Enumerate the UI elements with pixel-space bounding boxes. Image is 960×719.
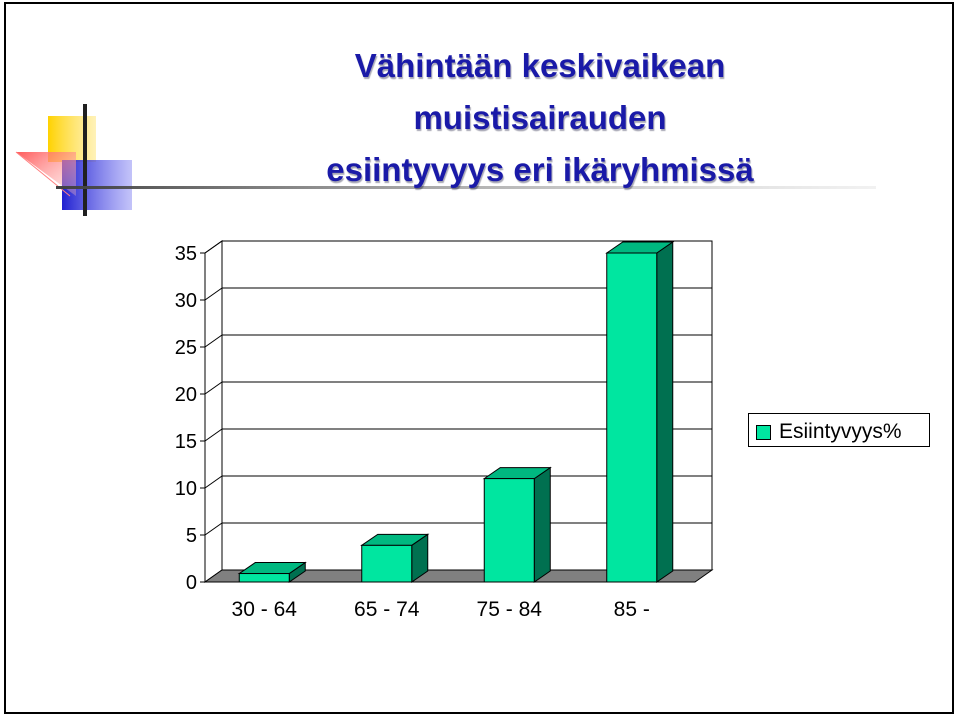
y-tick-label: 5 bbox=[186, 525, 197, 547]
y-tick-label: 30 bbox=[175, 290, 197, 312]
gridline-side bbox=[204, 428, 223, 442]
gridline-side bbox=[204, 240, 223, 254]
bar-side bbox=[533, 466, 551, 583]
gridline-side bbox=[204, 381, 223, 395]
title-line: muistisairauden bbox=[413, 99, 667, 136]
gridline-side bbox=[204, 287, 223, 301]
title-line: Vähintään keskivaikean bbox=[354, 47, 726, 84]
y-tick-label: 35 bbox=[175, 243, 197, 265]
bar bbox=[361, 544, 413, 583]
title-line: esiintyvyys eri ikäryhmissä bbox=[326, 151, 754, 188]
gridline-side bbox=[204, 522, 223, 536]
x-tick-label: 30 - 64 bbox=[232, 598, 298, 621]
bar bbox=[606, 252, 658, 583]
y-tick-label: 20 bbox=[175, 384, 197, 406]
chart-legend: Esiintyvyys% bbox=[748, 413, 930, 447]
legend-label: Esiintyvyys% bbox=[779, 420, 902, 443]
bar bbox=[238, 573, 290, 583]
bar-side bbox=[656, 241, 674, 583]
y-tick-label: 15 bbox=[175, 431, 197, 453]
y-tick-label: 10 bbox=[175, 478, 197, 500]
gridline-side bbox=[204, 334, 223, 348]
y-tick-label: 0 bbox=[186, 572, 197, 594]
chart-side-wall bbox=[204, 240, 223, 583]
x-tick-label: 65 - 74 bbox=[354, 598, 420, 621]
x-tick-label: 75 - 84 bbox=[477, 598, 543, 621]
slide-title: Vähintään keskivaikean muistisairauden e… bbox=[230, 40, 850, 196]
x-tick-label: 85 - bbox=[614, 598, 650, 621]
gridline-side bbox=[204, 475, 223, 489]
bar bbox=[483, 478, 535, 583]
y-tick-label: 25 bbox=[175, 337, 197, 359]
legend-swatch bbox=[756, 425, 771, 440]
slide-frame bbox=[4, 2, 954, 714]
